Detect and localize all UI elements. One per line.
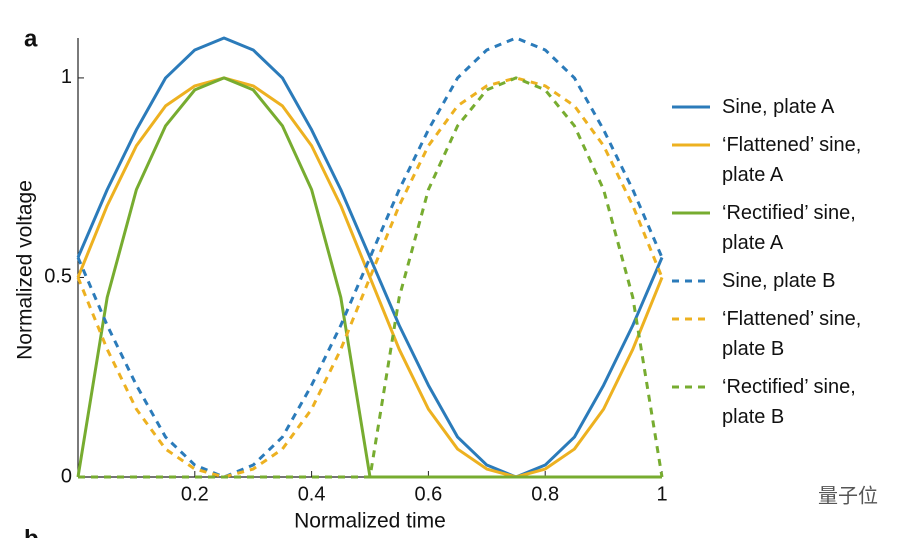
x-axis-label: Normalized time [294,510,446,533]
x-tick-label: 0.8 [531,483,559,505]
legend-entry: ‘Rectified’ sine, plate A [672,198,904,258]
legend-swatch [672,385,710,389]
legend-swatch [672,211,710,215]
legend-entry: ‘Flattened’ sine, plate B [672,304,904,364]
legend-entry: Sine, plate B [672,266,904,296]
legend-entry: Sine, plate A [672,92,904,122]
legend-label: ‘Flattened’ sine, plate B [722,308,862,360]
legend-swatch [672,279,710,283]
legend-entry: ‘Flattened’ sine, plate A [672,130,904,190]
x-tick-label: 0.4 [298,483,326,505]
legend-label: Sine, plate B [722,270,836,292]
legend-swatch [672,143,710,147]
panel-label: b [24,525,39,538]
y-axis-label: Normalized voltage [14,180,37,360]
x-tick-label: 1 [656,483,667,505]
y-tick-label: 0.5 [44,266,72,288]
legend-swatch [672,317,710,321]
legend-label: Sine, plate A [722,96,835,118]
series-line [76,76,664,479]
legend-label: ‘Flattened’ sine, plate A [722,134,862,186]
x-tick-label: 0.6 [414,483,442,505]
legend-label: ‘Rectified’ sine, plate A [722,202,856,254]
y-tick-label: 1 [61,66,72,88]
legend-entry: ‘Rectified’ sine, plate B [672,372,904,432]
series-line [76,36,664,479]
series-line [76,36,664,479]
legend: Sine, plate A ‘Flattened’ sine, plate A ‘R… [672,92,904,440]
series-line [78,76,664,479]
panel-label: a [24,25,38,52]
watermark: 量子位 [818,484,878,507]
legend-label: ‘Rectified’ sine, plate B [722,376,856,428]
x-tick-label: 0.2 [181,483,209,505]
y-tick-label: 0 [61,465,72,487]
legend-swatch [672,105,710,109]
